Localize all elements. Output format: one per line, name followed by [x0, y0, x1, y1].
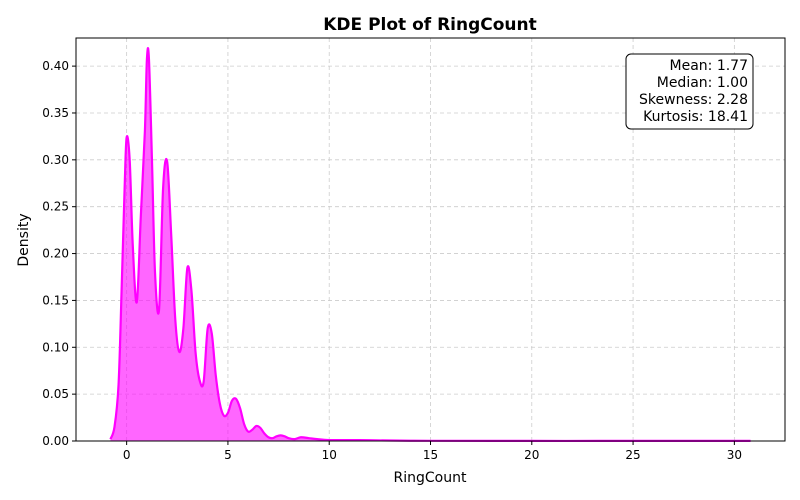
stats-box-frame: [625, 53, 754, 130]
x-tick-label: 20: [524, 448, 539, 462]
y-tick-label: 0.40: [42, 59, 69, 73]
x-tick-label: 15: [423, 448, 438, 462]
kde-area-fill: [110, 48, 751, 442]
chart-title: KDE Plot of RingCount: [323, 15, 537, 35]
x-tick-label: 30: [727, 448, 742, 462]
stats-box: Mean: 1.77 Median: 1.00 Skewness: 2.28 K…: [625, 53, 754, 130]
y-tick-label: 0.30: [42, 153, 69, 167]
kde-area-layer: [109, 47, 751, 443]
y-axis-label: Density: [16, 213, 32, 266]
x-axis-ticks: 0 5 10 15 20 25 30: [123, 441, 742, 462]
y-tick-label: 0.05: [42, 387, 69, 401]
y-tick-label: 0.20: [42, 247, 69, 261]
stat-skewness: Skewness: 2.28: [639, 92, 748, 108]
kde-density-line: [109, 47, 751, 443]
stat-kurtosis: Kurtosis: 18.41: [643, 109, 748, 125]
y-tick-label: 0.00: [42, 434, 69, 448]
y-tick-label: 0.25: [42, 200, 69, 214]
x-tick-label: 10: [322, 448, 337, 462]
stat-median: Median: 1.00: [657, 75, 748, 91]
x-axis-label: RingCount: [394, 470, 467, 486]
y-tick-label: 0.15: [42, 293, 69, 307]
stat-mean: Mean: 1.77: [670, 58, 748, 74]
x-tick-label: 0: [123, 448, 131, 462]
x-tick-label: 5: [224, 448, 232, 462]
y-tick-label: 0.35: [42, 106, 69, 120]
y-axis-ticks: 0.00 0.05 0.10 0.15 0.20 0.25 0.30 0.35 0.40: [42, 59, 76, 448]
x-tick-label: 25: [625, 448, 640, 462]
y-tick-label: 0.10: [42, 340, 69, 354]
